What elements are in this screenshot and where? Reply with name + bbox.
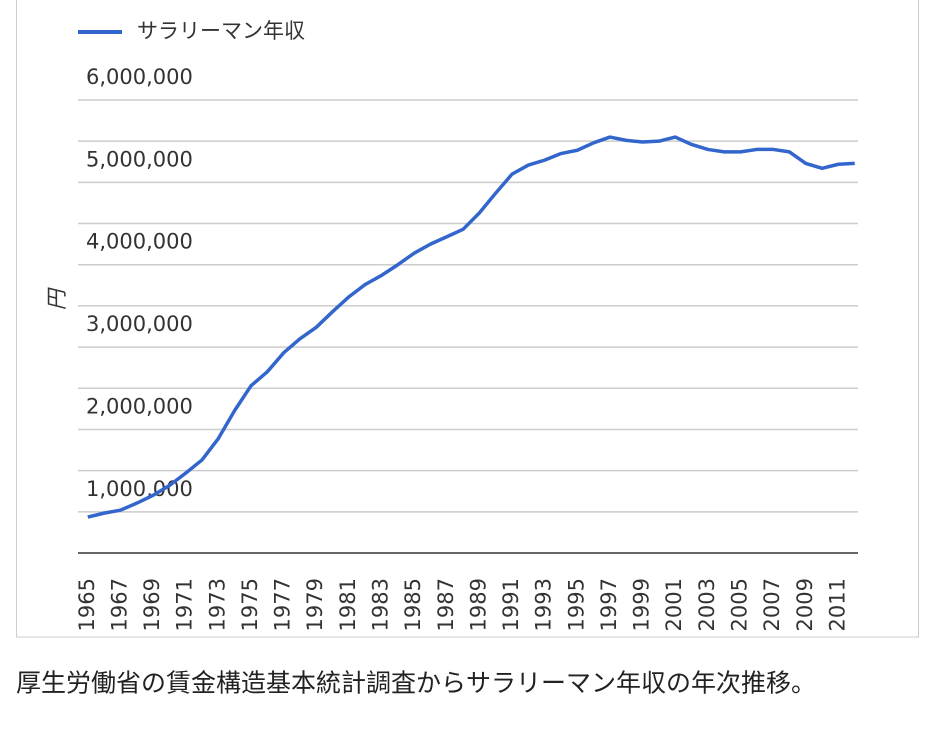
- x-tick-label: 1991: [499, 578, 523, 631]
- x-tick-label: 1965: [75, 578, 99, 631]
- x-tick-label: 1977: [271, 578, 295, 631]
- x-tick-label: 1969: [140, 578, 164, 631]
- x-tick-label: 1985: [401, 578, 425, 631]
- x-tick-label: 1997: [597, 578, 621, 631]
- caption: 厚生労働省の賃金構造基本統計調査からサラリーマン年収の年次推移。: [16, 669, 816, 698]
- x-tick-label: 1983: [369, 578, 393, 631]
- x-tick-label: 1973: [205, 578, 229, 631]
- x-tick-label: 1967: [107, 578, 131, 631]
- y-tick-label: 4,000,000: [86, 230, 193, 254]
- x-tick-label: 2003: [695, 578, 719, 631]
- x-tick-label: 2011: [825, 578, 849, 631]
- line: [87, 135, 855, 519]
- y-tick-label: 5,000,000: [86, 147, 193, 171]
- x-tick-label: 1981: [336, 578, 360, 631]
- y-tick-label: 6,000,000: [86, 65, 193, 89]
- chart-frame: [16, 0, 919, 638]
- legend-label: サラリーマン年収: [137, 19, 305, 43]
- x-tick-label: 1999: [630, 578, 654, 631]
- y-tick-label: 2,000,000: [86, 394, 193, 418]
- x-tick-label: 1989: [466, 578, 490, 631]
- x-tick-label: 2005: [728, 578, 752, 631]
- x-tick-label: 2009: [793, 578, 817, 631]
- x-tick-label: 1975: [238, 578, 262, 631]
- x-tick-label: 2001: [662, 578, 686, 631]
- x-tick-label: 1995: [564, 578, 588, 631]
- y-axis-title: 円: [45, 287, 69, 311]
- x-tick-label: 1987: [434, 578, 458, 631]
- x-tick-label: 1993: [532, 578, 556, 631]
- x-tick-label: 2007: [760, 578, 784, 631]
- y-tick-label: 3,000,000: [86, 312, 193, 336]
- x-tick-label: 1979: [303, 578, 327, 631]
- x-tick-label: 1971: [173, 578, 197, 631]
